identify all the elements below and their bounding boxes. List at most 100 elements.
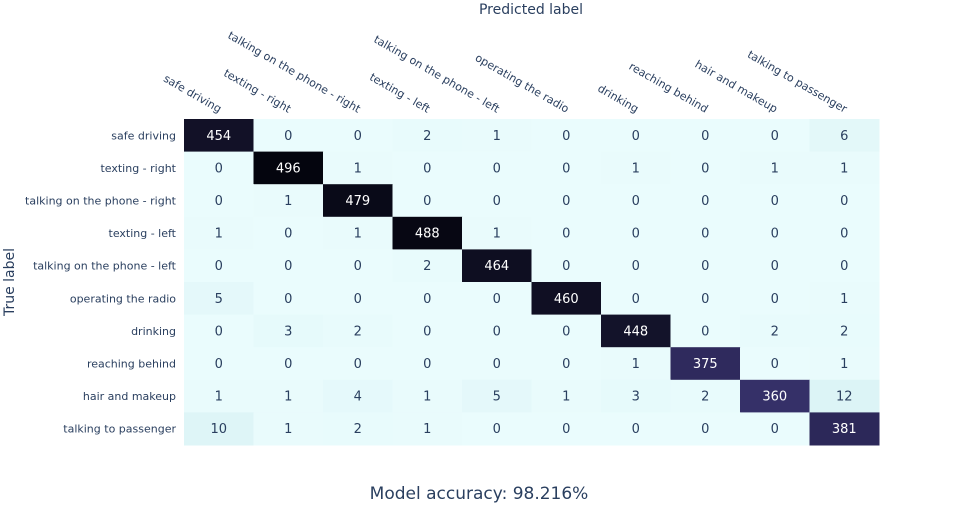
heatmap-cell-value: 0 [215, 324, 223, 339]
heatmap-cell-value: 1 [562, 390, 570, 405]
heatmap-cell [323, 151, 393, 185]
heatmap-cell-value: 0 [354, 129, 362, 144]
heatmap-cell [392, 249, 463, 283]
heatmap-cell [531, 184, 602, 218]
y-tick-label: texting - right [100, 162, 176, 175]
heatmap-cell-value: 0 [632, 292, 640, 307]
heatmap-cell-value: 0 [771, 357, 779, 372]
heatmap-cell-value: 0 [562, 161, 570, 176]
heatmap-cell [670, 379, 741, 413]
y-tick-label: operating the radio [70, 292, 176, 305]
heatmap-cell-value: 0 [701, 227, 709, 242]
heatmap-cell-value: 0 [771, 129, 779, 144]
heatmap-cell [740, 379, 810, 413]
heatmap-cell-value: 0 [840, 194, 848, 209]
heatmap-cell-value: 0 [562, 259, 570, 274]
heatmap-cell [392, 314, 463, 348]
heatmap-cell [253, 314, 324, 348]
heatmap-cell-value: 0 [215, 161, 223, 176]
heatmap-cell-value: 0 [840, 259, 848, 274]
heatmap-cell [462, 314, 532, 348]
heatmap-cell [670, 151, 741, 185]
y-tick-label: safe driving [111, 129, 176, 142]
heatmap-cell [601, 314, 671, 348]
heatmap-cell [809, 249, 880, 283]
heatmap-cell [809, 216, 880, 250]
heatmap-cell [184, 119, 254, 153]
heatmap-cell-value: 0 [701, 422, 709, 437]
heatmap-cell [462, 216, 532, 250]
heatmap-cell-value: 1 [493, 129, 501, 144]
heatmap-cell [462, 184, 532, 218]
heatmap-cell [670, 314, 741, 348]
heatmap-cell [253, 282, 324, 316]
heatmap-cell-value: 1 [284, 194, 292, 209]
heatmap-cell-value: 1 [354, 227, 362, 242]
heatmap-cell-value: 1 [215, 227, 223, 242]
heatmap-cell-value: 496 [276, 161, 301, 176]
heatmap-cell [392, 184, 463, 218]
heatmap-cell [740, 282, 810, 316]
heatmap-cell [809, 184, 880, 218]
heatmap-cell [809, 379, 880, 413]
heatmap-cell [392, 216, 463, 250]
heatmap-cell-value: 360 [762, 390, 787, 405]
heatmap-cell [531, 216, 602, 250]
heatmap-cell-value: 2 [423, 259, 431, 274]
heatmap-cell-value: 0 [632, 422, 640, 437]
heatmap-cell [253, 216, 324, 250]
heatmap-cell-value: 0 [701, 194, 709, 209]
x-tick-label: texting - left [367, 71, 433, 116]
heatmap-cell-value: 0 [423, 194, 431, 209]
heatmap-cell-value: 0 [771, 194, 779, 209]
heatmap-cell [392, 412, 463, 446]
heatmap-cell-value: 0 [284, 227, 292, 242]
y-tick-label: talking on the phone - left [33, 260, 177, 273]
heatmap-cell [531, 347, 602, 381]
heatmap-cell [323, 119, 393, 153]
heatmap-cell-value: 0 [840, 227, 848, 242]
y-tick-label: talking to passenger [63, 423, 176, 436]
heatmap-cell [740, 119, 810, 153]
heatmap-cell [323, 379, 393, 413]
heatmap-cell [740, 412, 810, 446]
x-tick-label: texting - right [221, 67, 294, 116]
y-axis-title: True label [2, 248, 18, 317]
heatmap-cell-value: 0 [493, 357, 501, 372]
heatmap-cell [323, 249, 393, 283]
heatmap-cell-value: 488 [415, 227, 440, 242]
heatmap-cell-value: 0 [771, 259, 779, 274]
heatmap-cell-value: 0 [701, 259, 709, 274]
heatmap-cell-value: 0 [701, 324, 709, 339]
heatmap-cell-value: 1 [632, 161, 640, 176]
heatmap-cell-value: 0 [493, 194, 501, 209]
heatmap-cell-value: 0 [632, 227, 640, 242]
heatmap-cell [601, 249, 671, 283]
heatmap-cell-value: 0 [771, 227, 779, 242]
heatmap-cell [670, 119, 741, 153]
heatmap-cell [531, 119, 602, 153]
heatmap-cell-value: 0 [215, 357, 223, 372]
heatmap-cell [392, 151, 463, 185]
heatmap-cell [323, 314, 393, 348]
x-tick-label: talking on the phone - right [226, 29, 364, 116]
heatmap-cell-value: 1 [493, 227, 501, 242]
heatmap-cell-value: 0 [354, 259, 362, 274]
heatmap-cell [253, 249, 324, 283]
heatmap-cell [323, 282, 393, 316]
heatmap-cell-value: 0 [423, 357, 431, 372]
heatmap-cell [184, 347, 254, 381]
heatmap-cell-value: 448 [623, 324, 648, 339]
heatmap-cell-value: 5 [215, 292, 223, 307]
heatmap-cell-value: 0 [562, 227, 570, 242]
heatmap-cell-value: 2 [701, 390, 709, 405]
heatmap-cell-value: 1 [423, 390, 431, 405]
heatmap-cell-value: 0 [562, 357, 570, 372]
heatmap-cell [809, 282, 880, 316]
heatmap-cell [809, 119, 880, 153]
heatmap-cell [809, 314, 880, 348]
heatmap-cell-value: 0 [284, 357, 292, 372]
heatmap-cell [392, 119, 463, 153]
heatmap-cell-value: 0 [423, 161, 431, 176]
